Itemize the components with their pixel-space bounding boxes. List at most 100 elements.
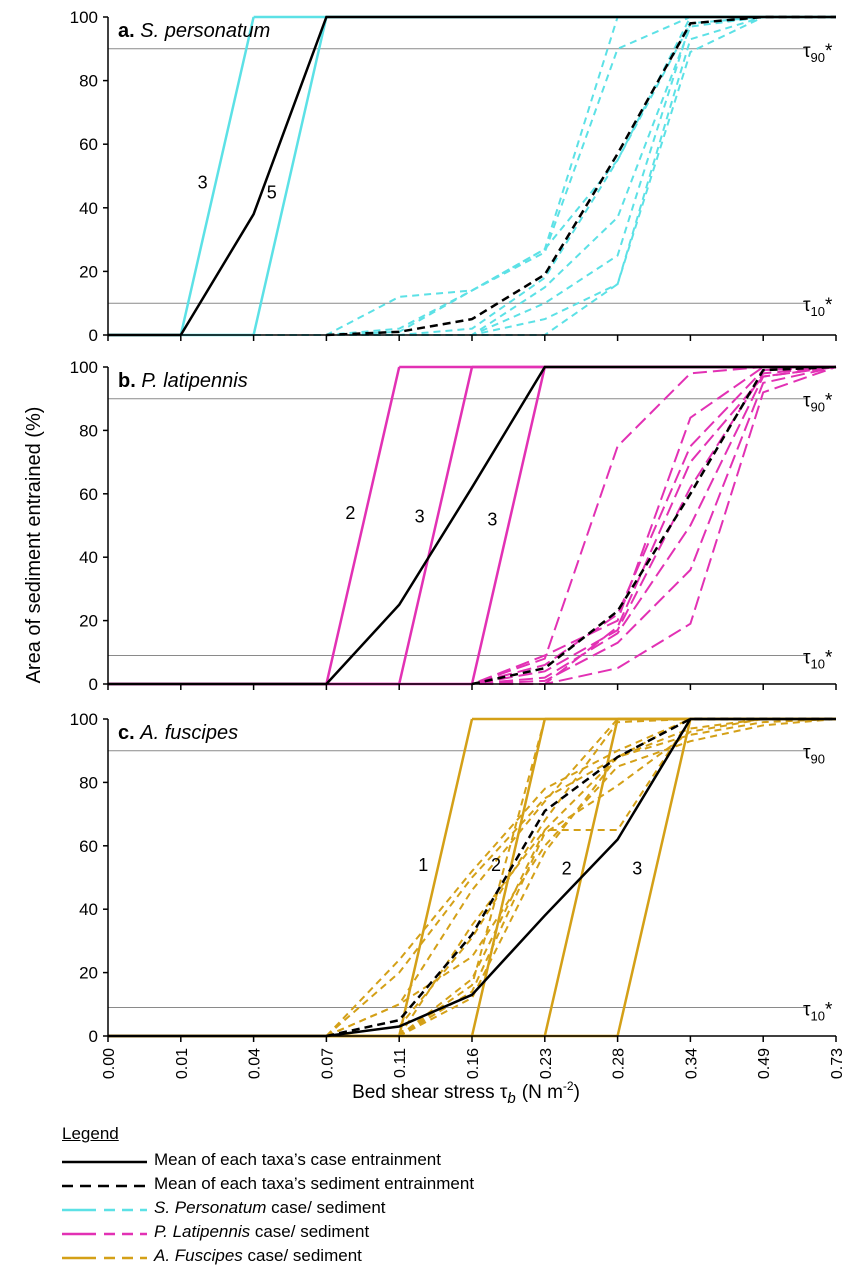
threshold-star: * [825,999,833,1020]
y-tick-label: 60 [79,485,98,504]
y-tick-label: 100 [70,358,98,377]
threshold-symbol: τ [803,743,811,764]
panel-title: a. S. personatum [118,20,270,42]
y-tick-label: 40 [79,548,98,567]
y-tick-label: 40 [79,900,98,919]
x-axis-label: Bed shear stress τb (N m-2) [352,1079,580,1107]
threshold-subscript: 90 [811,752,825,767]
sediment-series-line [399,366,837,685]
x-axis-label-main: Bed shear stress τ [352,1082,508,1103]
legend-swatch [62,1160,147,1164]
case-line [252,16,328,336]
x-axis-units: (N m [522,1082,563,1103]
legend-item-label: A. Fuscipes case/ sediment [154,1246,362,1266]
case-count-label: 2 [491,855,501,875]
y-tick-label: 20 [79,262,98,281]
x-tick-label: 0.04 [247,1048,264,1079]
sediment-series-line [399,366,836,685]
case-count-label: 5 [267,182,277,202]
x-tick-label: 0.16 [465,1048,482,1079]
threshold-symbol: τ [803,295,811,316]
threshold-label: τ90* [803,41,833,65]
x-axis-label-sub: b [507,1090,515,1107]
threshold-label: τ10* [803,295,833,319]
legend: Legend Mean of each taxa’s case entrainm… [62,1124,762,1270]
y-axis-label: Area of sediment entrained (%) [23,407,45,684]
sediment-series-line [253,16,836,336]
legend-item: Mean of each taxa’s case entrainment [62,1150,762,1174]
sediment-series-line [399,366,837,685]
legend-item-taxon: A. Fuscipes [154,1246,243,1265]
threshold-label: τ10* [803,647,833,671]
threshold-label: τ10* [803,999,833,1023]
case-count-label: 1 [418,855,428,875]
x-tick-label: 0.28 [611,1048,628,1079]
panel-letter: b. [118,370,141,392]
case-line [397,366,474,685]
panel-title: b. P. latipennis [118,370,248,392]
legend-swatch [62,1184,147,1188]
legend-item-label: P. Latipennis case/ sediment [154,1222,369,1242]
legend-item: P. Latipennis case/ sediment [62,1222,762,1246]
legend-item-text: case/ sediment [250,1222,370,1241]
sediment-series-line [399,366,837,685]
y-tick-label: 0 [89,1027,98,1046]
y-tick-label: 0 [89,675,98,694]
threshold-symbol: τ [803,391,811,412]
x-tick-label: 0.01 [174,1048,191,1079]
case-line [616,718,692,1037]
sediment-series-line [399,366,836,685]
sediment-series-line [325,718,836,1037]
legend-item-text: Mean of each taxa’s sediment entrainment [154,1174,475,1193]
y-tick-label: 60 [79,837,98,856]
threshold-symbol: τ [803,999,811,1020]
x-tick-label: 0.00 [101,1048,118,1079]
sediment-series-line [398,718,837,1037]
sediment-series-line [399,366,837,685]
legend-swatch [62,1208,147,1212]
sediment-series-line [253,16,836,336]
legend-item-text: case/ sediment [242,1246,362,1265]
legend-item-text: case/ sediment [266,1198,386,1217]
threshold-label: τ90* [803,391,833,415]
case-line [470,366,547,685]
legend-title: Legend [62,1124,119,1143]
case-line [397,718,474,1037]
sediment-series-line [326,718,837,1037]
threshold-star: * [825,647,833,668]
threshold-subscript: 90 [811,50,825,65]
case-count-label: 3 [487,510,497,530]
panel-title: c. A. fuscipes [118,722,238,744]
legend-item-taxon: S. Personatum [154,1198,267,1217]
y-tick-label: 100 [70,8,98,27]
x-tick-label: 0.23 [538,1048,555,1079]
sediment-series-line [399,366,837,685]
threshold-subscript: 90 [811,400,825,415]
case-line [325,366,401,685]
y-tick-label: 60 [79,135,98,154]
x-tick-label: 0.49 [756,1048,773,1079]
threshold-subscript: 10 [811,1008,825,1023]
panel-taxon: P. latipennis [141,370,247,392]
y-tick-label: 0 [89,326,98,345]
panel-taxon: A. fuscipes [139,722,238,744]
legend-item-label: Mean of each taxa’s case entrainment [154,1150,441,1170]
case-count-label: 2 [562,858,572,878]
mean-sediment-line [326,15,836,337]
legend-item-taxon: P. Latipennis [154,1222,251,1241]
y-tick-label: 40 [79,199,98,218]
legend-items: Mean of each taxa’s case entrainment Mean… [62,1150,762,1270]
panel-taxon: S. personatum [140,20,270,42]
mean-sediment-line [471,365,837,686]
case-count-label: 2 [345,503,355,523]
y-tick-label: 100 [70,710,98,729]
sediment-series-line [399,366,837,685]
legend-item-text: Mean of each taxa’s case entrainment [154,1150,441,1169]
sediment-series-line [326,718,836,1037]
x-tick-label: 0.07 [319,1048,336,1079]
mean-case-line [179,15,836,336]
case-line [179,16,255,336]
panel-letter: a. [118,20,140,42]
